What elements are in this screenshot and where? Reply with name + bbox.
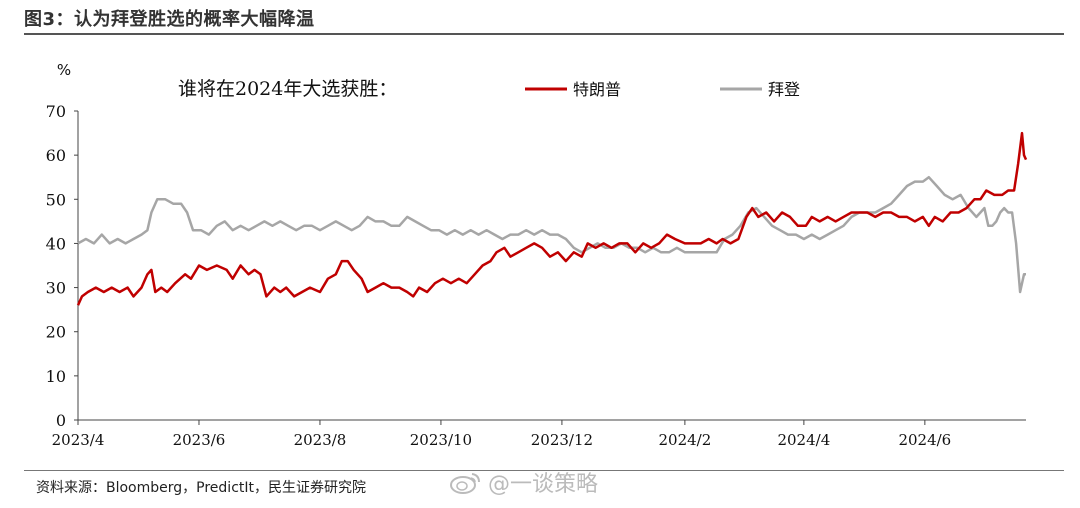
footer-rule <box>24 470 1064 471</box>
y-tick-label: 40 <box>46 234 66 253</box>
x-tick-label: 2023/4 <box>52 431 105 449</box>
watermark-text: @一谈策略 <box>488 472 599 497</box>
y-tick-label: 20 <box>46 323 66 342</box>
y-axis-unit: % <box>57 61 71 79</box>
y-tick-label: 70 <box>46 102 66 121</box>
x-tick-label: 2023/6 <box>173 431 226 449</box>
source-note: 资料来源：Bloomberg，PredictIt，民生证券研究院 <box>36 480 366 496</box>
figure-title: 图3：认为拜登胜选的概率大幅降温 <box>24 9 315 30</box>
series-line <box>76 131 1028 306</box>
legend-label: 拜登 <box>768 80 800 99</box>
y-tick-label: 50 <box>46 190 66 209</box>
y-tick-label: 30 <box>46 279 66 298</box>
y-tick-label: 0 <box>56 411 66 430</box>
x-tick-label: 2024/6 <box>898 431 951 449</box>
x-tick-label: 2023/8 <box>294 431 347 449</box>
series-layer <box>76 131 1028 306</box>
x-tick-label: 2024/2 <box>658 431 711 449</box>
chart-title: 谁将在2024年大选获胜： <box>178 78 397 100</box>
x-tick-label: 2023/12 <box>531 431 593 449</box>
watermark: @一谈策略 <box>448 466 598 498</box>
axes: 0 10 20 30 40 50 60 70 2023/4 2023/6 2023/8 2023/10… <box>46 102 1026 449</box>
y-tick-label: 60 <box>46 146 66 165</box>
x-tick-label: 2024/4 <box>777 431 830 449</box>
y-tick-label: 10 <box>46 367 66 386</box>
weibo-logo-icon <box>450 473 480 494</box>
x-tick-label: 2023/10 <box>410 431 472 449</box>
legend-label: 特朗普 <box>573 80 621 99</box>
title-rule <box>24 33 1064 35</box>
legend: 特朗普 拜登 <box>525 80 800 99</box>
series-line <box>77 175 1026 294</box>
